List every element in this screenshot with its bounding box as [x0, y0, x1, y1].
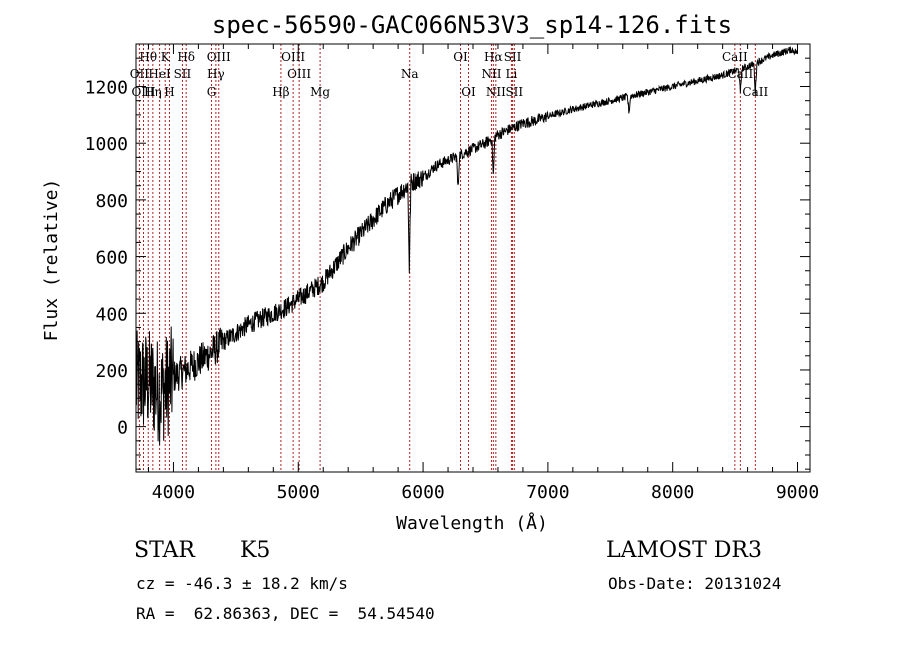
- plot-frame: [135, 43, 811, 473]
- emission-line-label: OI: [453, 50, 468, 64]
- object-subclass: K5: [240, 538, 271, 563]
- y-tick-label: 0: [117, 418, 128, 439]
- emission-line-label: Hδ: [177, 50, 195, 64]
- object-type: STAR: [134, 538, 195, 563]
- x-axis-label: Wavelength (Å): [396, 512, 548, 534]
- emission-line-label: H: [164, 85, 174, 99]
- emission-line-label: Hθ: [139, 50, 157, 64]
- y-axis-label: Flux (relative): [41, 179, 62, 342]
- emission-line-label: OIII: [281, 50, 305, 64]
- emission-line-label: OII: [130, 67, 150, 81]
- emission-line-label: Hβ: [272, 85, 289, 99]
- emission-line-label: OIII: [287, 67, 311, 81]
- emission-line-label: OIII: [131, 85, 155, 99]
- emission-line-label: Hα: [484, 50, 503, 64]
- y-tick-label: 1000: [85, 134, 128, 155]
- y-axis-ticks: 0 200 400 600 800 1000 1200: [85, 57, 810, 470]
- emission-line-label: SII: [504, 50, 522, 64]
- emission-line-label: NII: [486, 85, 506, 99]
- emission-line-label: Na: [401, 67, 419, 81]
- emission-line-label: CaII: [722, 50, 748, 64]
- x-tick-label: 6000: [401, 482, 444, 503]
- x-tick-label: 8000: [651, 482, 694, 503]
- ra-dec-coordinates: RA = 62.86363, DEC = 54.54540: [136, 604, 435, 623]
- y-tick-label: 800: [95, 191, 128, 212]
- emission-line-label: Mg: [310, 85, 330, 99]
- observation-date: Obs-Date: 20131024: [608, 574, 782, 593]
- emission-line-label: OI: [461, 85, 476, 99]
- survey-name: LAMOST DR3: [606, 538, 762, 563]
- x-axis-ticks: 4000 5000 6000 7000 8000 9000: [147, 44, 819, 503]
- emission-line-label: SII: [505, 85, 523, 99]
- emission-line-label: SII: [174, 67, 192, 81]
- emission-line-label: OIII: [207, 50, 231, 64]
- emission-line-label: Li: [506, 67, 518, 81]
- y-tick-label: 200: [95, 361, 128, 382]
- y-tick-label: 400: [95, 304, 128, 325]
- x-tick-label: 9000: [776, 482, 819, 503]
- emission-line-label: Hη: [144, 85, 162, 99]
- emission-line-label: HeI: [148, 67, 171, 81]
- y-tick-label: 1200: [85, 78, 128, 99]
- emission-line-label: Hγ: [207, 67, 225, 81]
- emission-line-markers: [138, 44, 756, 472]
- emission-line-label: NII: [481, 67, 501, 81]
- y-tick-label: 600: [95, 248, 128, 269]
- x-tick-label: 5000: [277, 482, 320, 503]
- emission-line-label: G: [207, 85, 217, 99]
- chart-title: spec-56590-GAC066N53V3_sp14-126.fits: [212, 11, 732, 39]
- emission-line-label: K: [161, 50, 171, 64]
- x-tick-label: 7000: [526, 482, 569, 503]
- spectrum-line: [135, 46, 798, 445]
- x-tick-label: 4000: [152, 482, 195, 503]
- redshift-cz: cz = -46.3 ± 18.2 km/s: [136, 574, 348, 593]
